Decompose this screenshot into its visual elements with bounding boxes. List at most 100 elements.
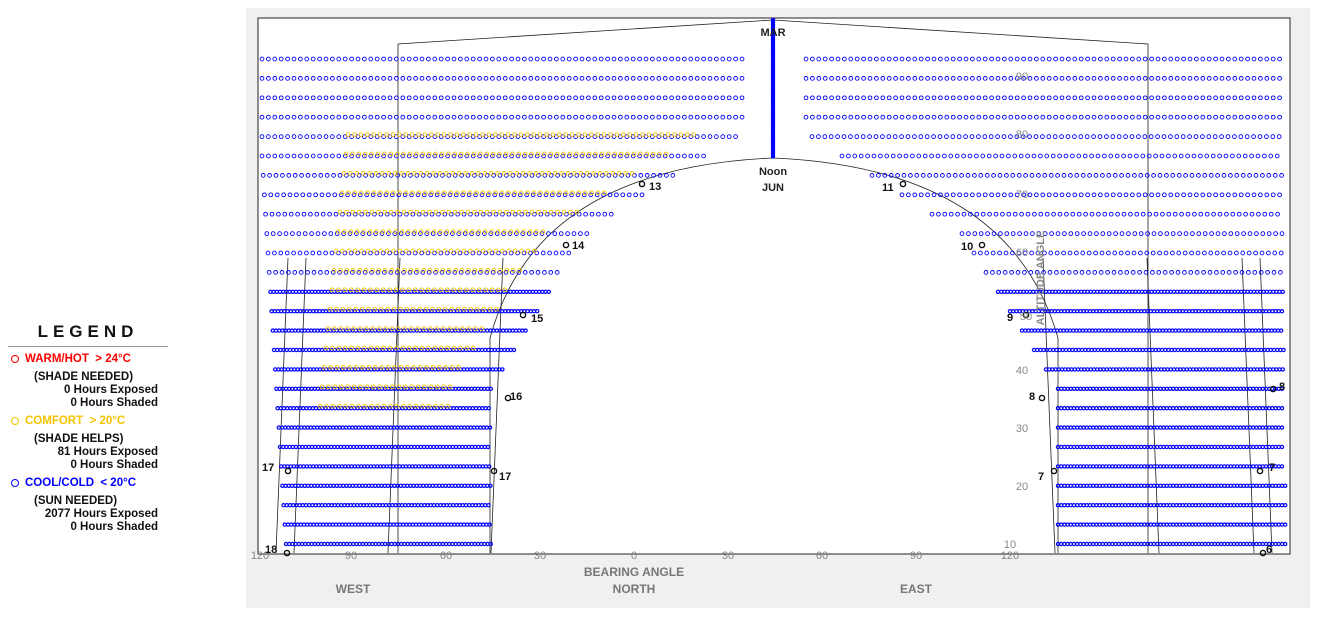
right-day-band xyxy=(1177,231,1182,236)
right-day-band xyxy=(1155,134,1160,139)
left-comfort-band xyxy=(474,248,480,254)
left-day-band xyxy=(552,231,558,236)
left-day-band xyxy=(451,114,457,120)
left-comfort-band xyxy=(550,190,556,196)
left-comfort-band xyxy=(400,287,405,293)
right-day-band xyxy=(1072,95,1078,101)
left-day-band xyxy=(329,250,335,256)
right-day-band xyxy=(1153,211,1159,217)
left-comfort-band xyxy=(376,326,382,331)
right-day-band xyxy=(1138,231,1144,236)
left-day-band xyxy=(608,211,614,217)
right-day-band xyxy=(961,211,967,217)
right-day-band xyxy=(1046,76,1052,81)
left-day-band xyxy=(560,250,565,256)
left-comfort-band xyxy=(359,306,365,312)
left-comfort-band xyxy=(418,229,424,234)
left-day-band xyxy=(272,153,278,159)
right-day-band xyxy=(1091,134,1096,139)
right-day-band xyxy=(1149,56,1154,62)
left-comfort-band xyxy=(556,132,562,137)
left-day-band xyxy=(477,114,482,120)
left-comfort-band xyxy=(497,209,503,215)
left-day-band xyxy=(509,56,514,62)
hour-label-15: 15 xyxy=(531,313,543,325)
left-comfort-band xyxy=(334,306,339,312)
left-day-band xyxy=(342,95,348,101)
left-comfort-band xyxy=(565,171,571,176)
left-day-band xyxy=(426,95,431,101)
bearing-gridline xyxy=(1042,257,1056,554)
left-day-band xyxy=(304,114,310,120)
left-day-band xyxy=(528,76,534,81)
right-day-band xyxy=(1034,270,1040,275)
right-day-band xyxy=(1282,522,1288,527)
left-comfort-band xyxy=(342,229,347,234)
right-day-band xyxy=(1130,95,1135,101)
right-day-band xyxy=(1238,114,1244,120)
left-day-band xyxy=(477,95,482,101)
right-day-band xyxy=(1158,231,1163,236)
left-day-band xyxy=(554,56,559,62)
right-day-band xyxy=(1213,95,1218,101)
right-day-band xyxy=(1180,134,1186,139)
left-comfort-band xyxy=(561,209,567,215)
right-day-band xyxy=(963,56,969,62)
right-day-band xyxy=(899,95,905,101)
right-day-band xyxy=(1168,114,1174,120)
right-day-band xyxy=(1074,250,1079,256)
left-comfort-band xyxy=(460,132,466,137)
right-day-band xyxy=(1129,134,1135,139)
right-day-band xyxy=(1162,192,1167,198)
left-comfort-band xyxy=(555,209,560,215)
left-comfort-band xyxy=(448,190,454,196)
right-day-band xyxy=(1219,114,1225,120)
right-day-band xyxy=(1138,250,1143,256)
left-day-band xyxy=(305,173,311,178)
right-day-band xyxy=(1095,153,1101,159)
left-day-band xyxy=(630,76,636,81)
left-day-band xyxy=(624,76,630,81)
right-day-band xyxy=(1104,134,1109,139)
left-comfort-band xyxy=(413,403,419,409)
right-day-band xyxy=(948,153,954,159)
right-day-band xyxy=(1169,270,1174,275)
left-comfort-band xyxy=(476,171,481,176)
left-comfort-band xyxy=(614,132,620,137)
right-day-band xyxy=(1227,250,1233,256)
right-day-band xyxy=(959,173,964,178)
right-day-band xyxy=(1181,56,1186,62)
left-day-band xyxy=(630,56,636,62)
left-day-band xyxy=(515,56,521,62)
right-day-band xyxy=(944,134,949,139)
right-day-band xyxy=(1117,56,1122,62)
left-day-band xyxy=(643,95,649,101)
left-comfort-band xyxy=(351,384,357,390)
right-day-band xyxy=(1258,192,1263,198)
left-day-band xyxy=(598,76,604,81)
left-comfort-band xyxy=(397,248,403,254)
left-day-band xyxy=(558,231,564,236)
left-day-band xyxy=(607,192,613,198)
left-day-band xyxy=(554,95,559,101)
alt-tick-6: 70 xyxy=(1016,189,1028,201)
right-day-band xyxy=(1183,173,1188,178)
direction-west: WEST xyxy=(336,582,371,596)
right-day-band xyxy=(1117,192,1122,198)
left-day-band xyxy=(394,56,399,62)
left-comfort-band xyxy=(504,209,509,215)
left-comfort-band xyxy=(486,190,492,196)
left-day-band xyxy=(332,192,338,198)
right-day-band xyxy=(1206,134,1212,139)
right-day-band xyxy=(835,114,841,120)
left-day-band xyxy=(406,56,412,62)
left-day-band xyxy=(298,56,303,62)
right-day-band xyxy=(899,114,905,120)
left-day-band xyxy=(682,56,687,62)
right-day-band xyxy=(1046,192,1052,198)
left-comfort-band xyxy=(644,151,650,157)
left-day-band xyxy=(637,56,642,62)
right-day-band xyxy=(948,211,954,217)
left-comfort-band xyxy=(440,268,446,273)
left-day-band xyxy=(669,114,674,120)
